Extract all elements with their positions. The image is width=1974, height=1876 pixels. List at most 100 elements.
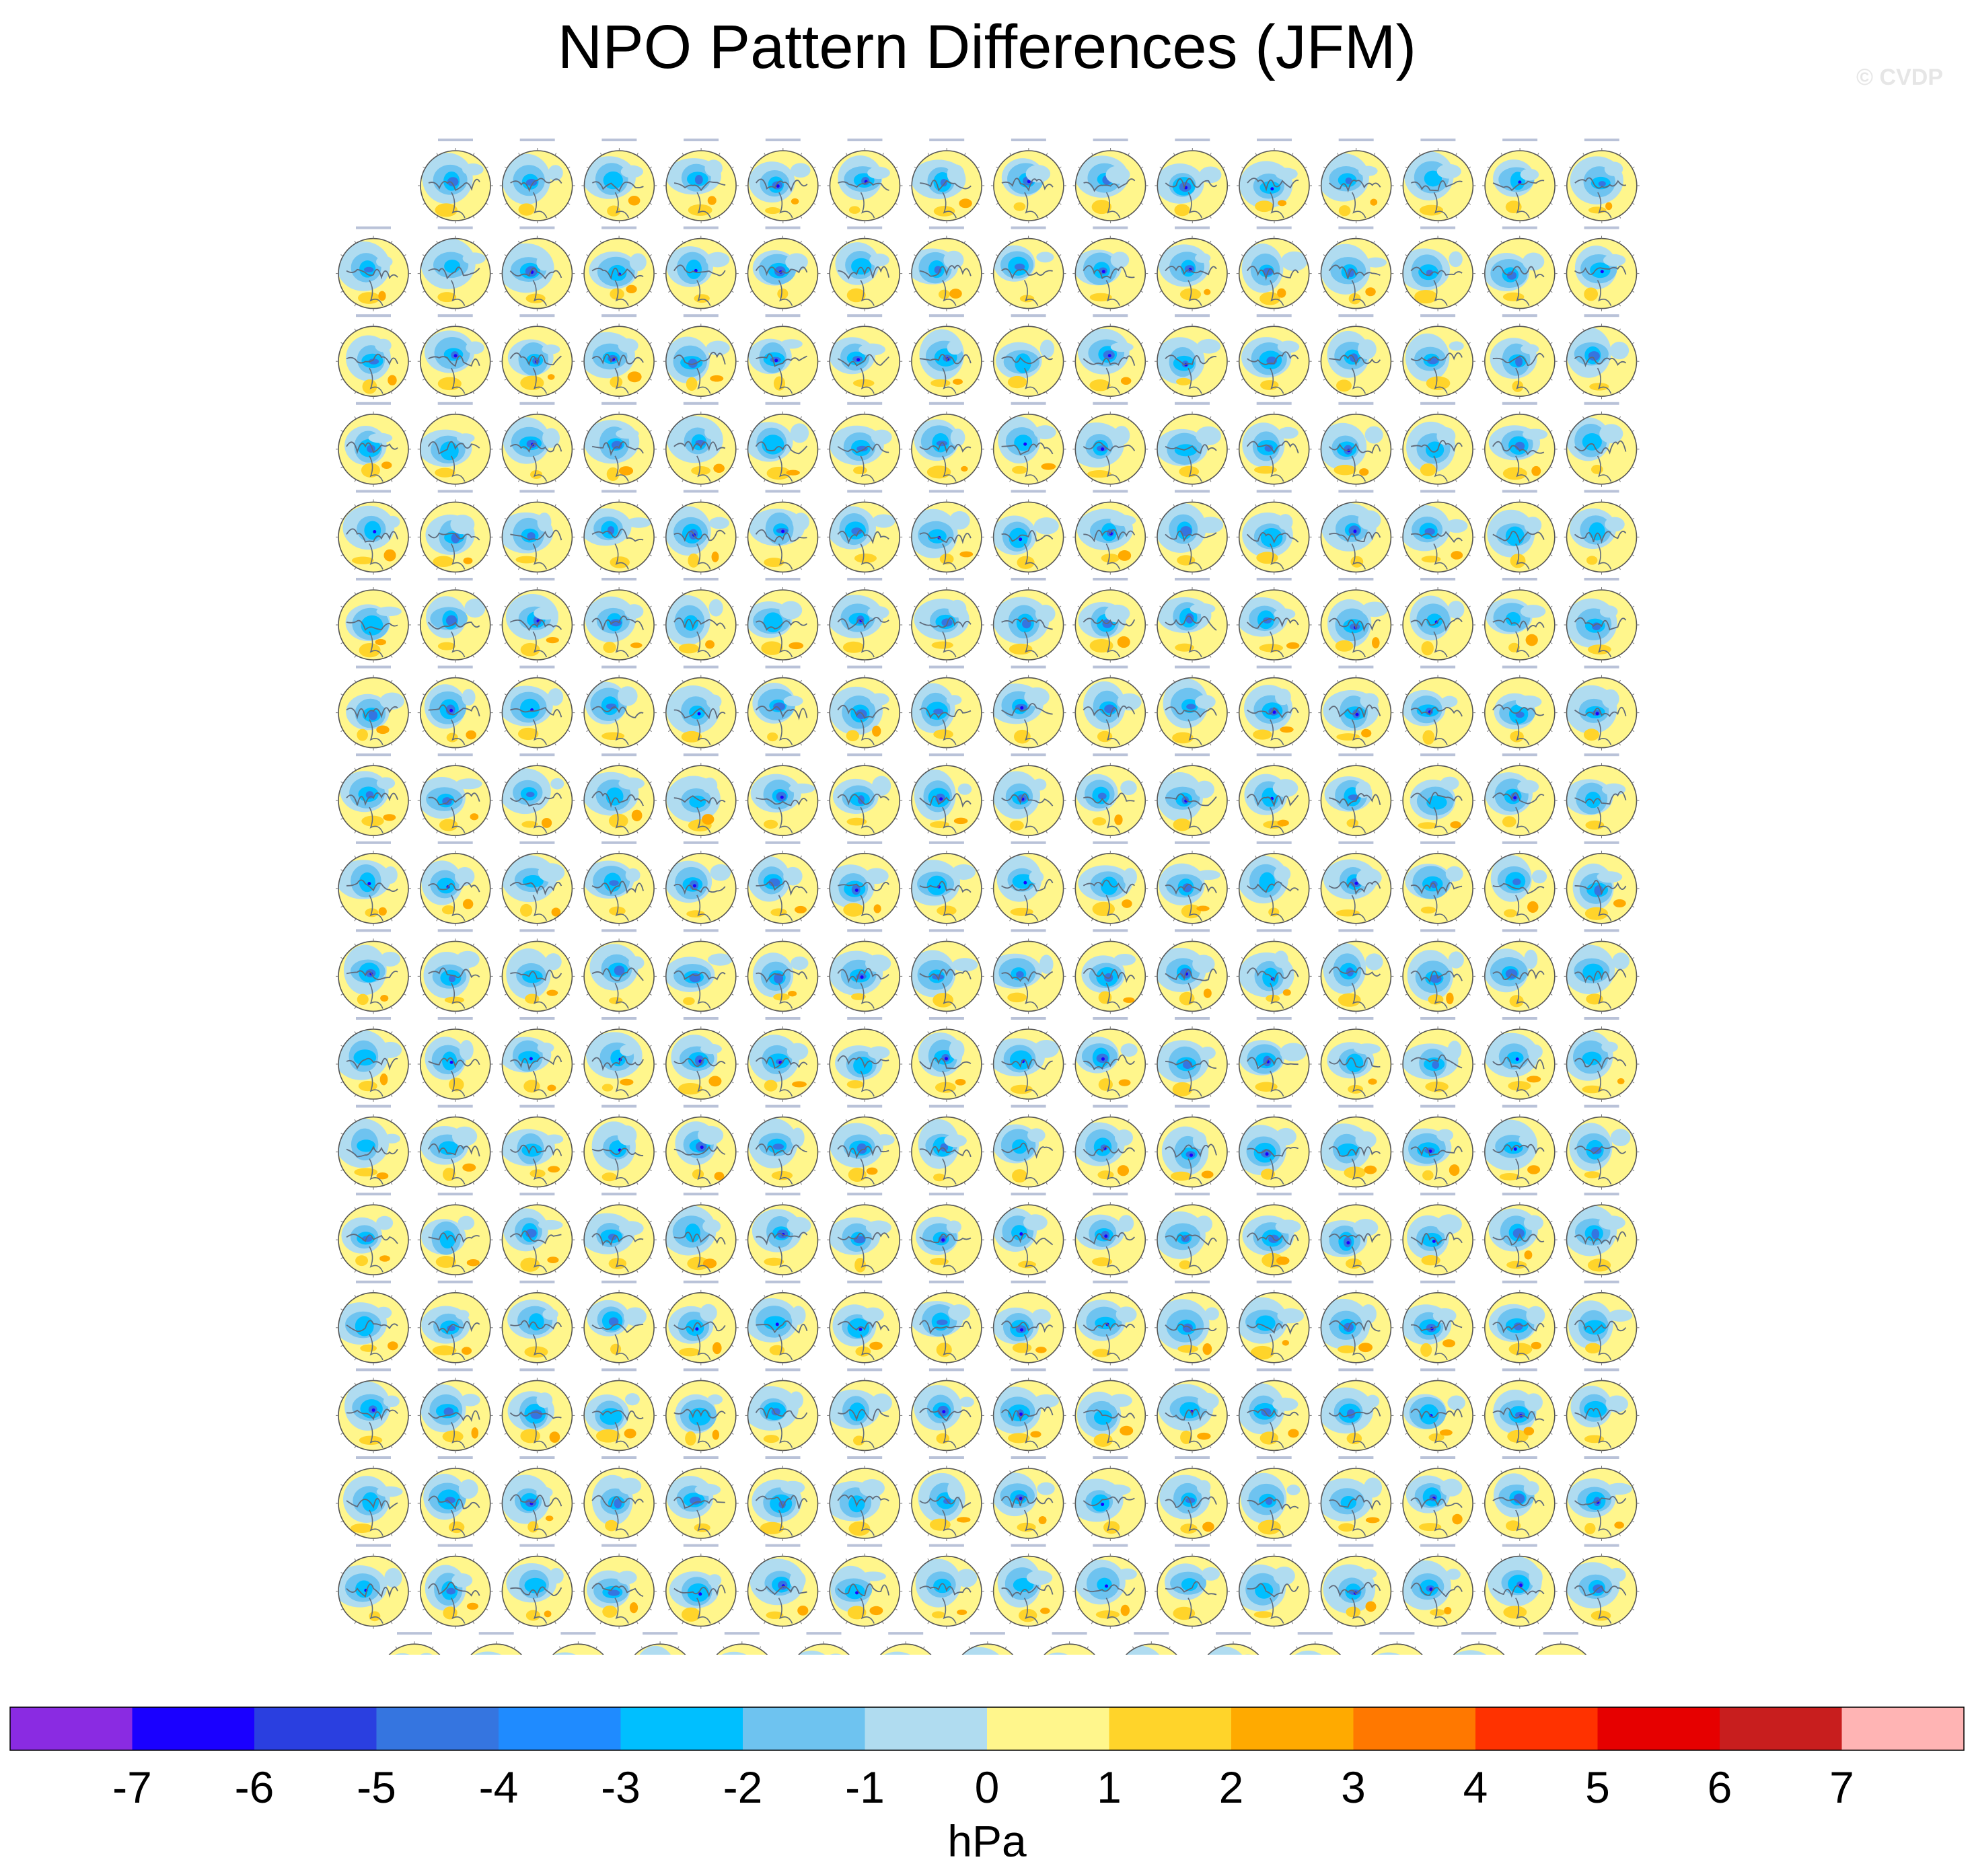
map-panel [1236,665,1312,751]
panel-caption [847,314,883,317]
panel-caption [684,139,719,141]
colorbar-outline [9,1706,1965,1751]
panel-caption [1093,314,1128,317]
panel-caption [1175,1280,1210,1283]
map-panel [1072,578,1148,663]
panel-caption [847,1193,883,1196]
panel-caption [1256,1280,1292,1283]
map-panel [581,1544,657,1629]
map-panel [1236,490,1312,575]
panel-caption [1338,226,1374,229]
map-panel [499,314,575,400]
map-panel [706,1632,777,1655]
panel-caption [1011,841,1046,844]
map-panel [990,929,1066,1014]
panel-caption [765,841,801,844]
panel-caption [601,139,637,141]
panel-caption [847,665,883,669]
panel-caption [1584,1017,1619,1020]
panel-caption [1338,929,1374,932]
map-panel [417,1017,493,1102]
map-panel [581,226,657,311]
map-panel [1318,578,1394,663]
panel-caption [356,1193,391,1196]
map-panel [581,929,657,1014]
map-panel [1318,1017,1394,1102]
map-panel [499,665,575,751]
panel-caption [928,1193,964,1196]
map-panel [1072,929,1148,1014]
map-panel [952,1632,1023,1655]
map-panel [908,1368,984,1454]
panel-caption [847,1544,883,1547]
panel-caption [519,1017,555,1020]
panel-caption [519,314,555,317]
map-panel [1072,139,1148,223]
panel-caption [1420,490,1456,493]
map-panel [871,1632,941,1655]
panel-caption [1175,1193,1210,1196]
map-panel [417,1544,493,1629]
panel-caption [1011,1017,1046,1020]
panel-caption [1011,139,1046,141]
map-panel [827,490,903,575]
map-panel [581,1104,657,1190]
panel-caption [765,490,801,493]
map-panel [336,929,411,1014]
panel-caption [1175,578,1210,580]
panel-caption [356,1017,391,1020]
map-panel [417,929,493,1014]
panel-caption [1502,1544,1537,1547]
panel-caption [437,578,473,580]
panel-caption [1420,841,1456,844]
panel-caption [970,1632,1005,1635]
map-panel [663,226,739,311]
map-panel [499,1280,575,1365]
map-panel [1482,753,1558,839]
panel-caption [519,226,555,229]
panel-caption [437,1544,473,1547]
map-panel [336,1544,411,1629]
map-panel [1564,1017,1640,1102]
map-panel [1400,490,1476,575]
map-panel [827,1193,903,1278]
map-panel [745,1368,821,1454]
panel-caption [601,1017,637,1020]
map-panel [1155,1104,1230,1190]
panel-caption [1584,1280,1619,1283]
panel-caption [1175,139,1210,141]
panel-caption [601,314,637,317]
map-panel [1318,665,1394,751]
colorbar-tick-label: -1 [845,1762,885,1812]
panel-caption [1256,753,1292,757]
map-panel [1564,314,1640,400]
map-panel [1444,1632,1514,1655]
map-panel [499,1193,575,1278]
map-panel [581,1017,657,1102]
map-panel [1155,314,1230,400]
map-panel [1482,226,1558,311]
map-panel [827,1368,903,1454]
panel-caption [1175,841,1210,844]
map-panel [663,1456,739,1541]
map-panel [990,841,1066,926]
panel-caption [765,578,801,580]
panel-caption [437,402,473,405]
panel-caption [1134,1632,1169,1635]
map-panel [1400,1544,1476,1629]
map-panel [1155,1280,1230,1365]
panel-caption [1338,490,1374,493]
panel-caption [847,1104,883,1108]
map-panel [581,578,657,663]
map-panel [499,753,575,839]
map-panel [908,1193,984,1278]
map-panel [745,665,821,751]
map-panel [663,753,739,839]
panel-caption [437,841,473,844]
map-panel [827,1104,903,1190]
panel-caption [519,1280,555,1283]
panel-caption [1338,578,1374,580]
panel-caption [847,929,883,932]
panel-caption [683,841,719,844]
panel-caption [601,1544,637,1547]
